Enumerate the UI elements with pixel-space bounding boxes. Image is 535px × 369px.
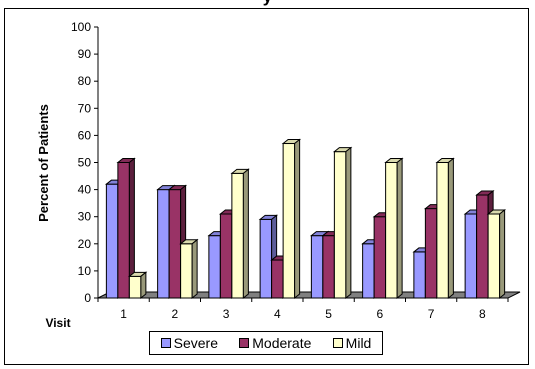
bar-side-mild [447, 157, 454, 300]
y-tick-label: 10 [78, 264, 92, 278]
bar-moderate [424, 208, 438, 299]
legend-swatch [332, 338, 343, 348]
bar-mild [487, 213, 501, 299]
bar-severe [157, 189, 170, 299]
legend-item-mild: Mild [332, 335, 372, 351]
y-tick-label: 100 [71, 20, 91, 34]
bar-side-mild [294, 138, 301, 300]
bar-side-mild [242, 168, 249, 300]
bar-severe [413, 251, 426, 299]
bar-mild [282, 143, 296, 299]
x-tick-label: 7 [428, 307, 435, 321]
y-axis-title: Percent of Patients [36, 104, 51, 222]
bar-side-mild [396, 157, 403, 300]
bar-mild [180, 243, 193, 299]
bar-moderate [476, 194, 489, 299]
legend-item-moderate: Moderate [239, 335, 311, 351]
bar-severe [362, 243, 375, 299]
bar-mild [231, 172, 244, 299]
legend-item-severe: Severe [160, 335, 218, 351]
bar-severe [208, 235, 221, 299]
bar-side-mild [140, 271, 147, 300]
y-tick-label: 30 [78, 210, 92, 224]
bar-severe [105, 183, 119, 299]
bar-mild [333, 151, 347, 299]
legend-label: Moderate [252, 335, 312, 351]
y-tick-label: 90 [78, 47, 92, 61]
chart-title: y [0, 0, 535, 7]
y-tick-label: 80 [78, 74, 92, 88]
y-tick-label: 40 [78, 183, 92, 197]
x-tick-label: 8 [479, 307, 486, 321]
y-tick-label: 70 [78, 101, 92, 115]
x-tick-label: 1 [120, 307, 127, 321]
bar-mild [436, 162, 449, 299]
x-tick-label: 6 [377, 307, 384, 321]
y-tick-label: 60 [78, 128, 92, 142]
bar-severe [259, 218, 273, 299]
bar-side-mild [345, 146, 352, 300]
chart-border [4, 8, 529, 365]
legend-label: Mild [345, 335, 372, 351]
bar-moderate [373, 216, 387, 299]
x-tick-label: 3 [223, 307, 230, 321]
bar-mild [128, 275, 142, 299]
y-tick-label: 0 [84, 291, 91, 305]
legend-swatch [160, 338, 171, 348]
bar-moderate [168, 189, 182, 299]
legend-label: Severe [173, 335, 218, 351]
y-tick-label: 20 [78, 237, 92, 251]
bar-moderate [117, 162, 130, 299]
y-tick-label: 50 [78, 156, 92, 170]
legend-swatch [239, 338, 250, 348]
chart-legend: Severe Moderate Mild [149, 331, 383, 355]
bar-moderate [322, 235, 335, 299]
bar-severe [310, 235, 324, 299]
bar-side-mild [191, 238, 198, 300]
x-tick-label: 5 [325, 307, 332, 321]
bar-moderate [219, 213, 233, 299]
x-tick-label: 4 [274, 307, 281, 321]
x-axis-title: Visit [45, 316, 70, 330]
bar-side-mild [499, 208, 506, 300]
bar-mild [385, 162, 398, 299]
bar-moderate [271, 259, 284, 299]
x-tick-label: 2 [172, 307, 179, 321]
bar-severe [464, 213, 478, 299]
